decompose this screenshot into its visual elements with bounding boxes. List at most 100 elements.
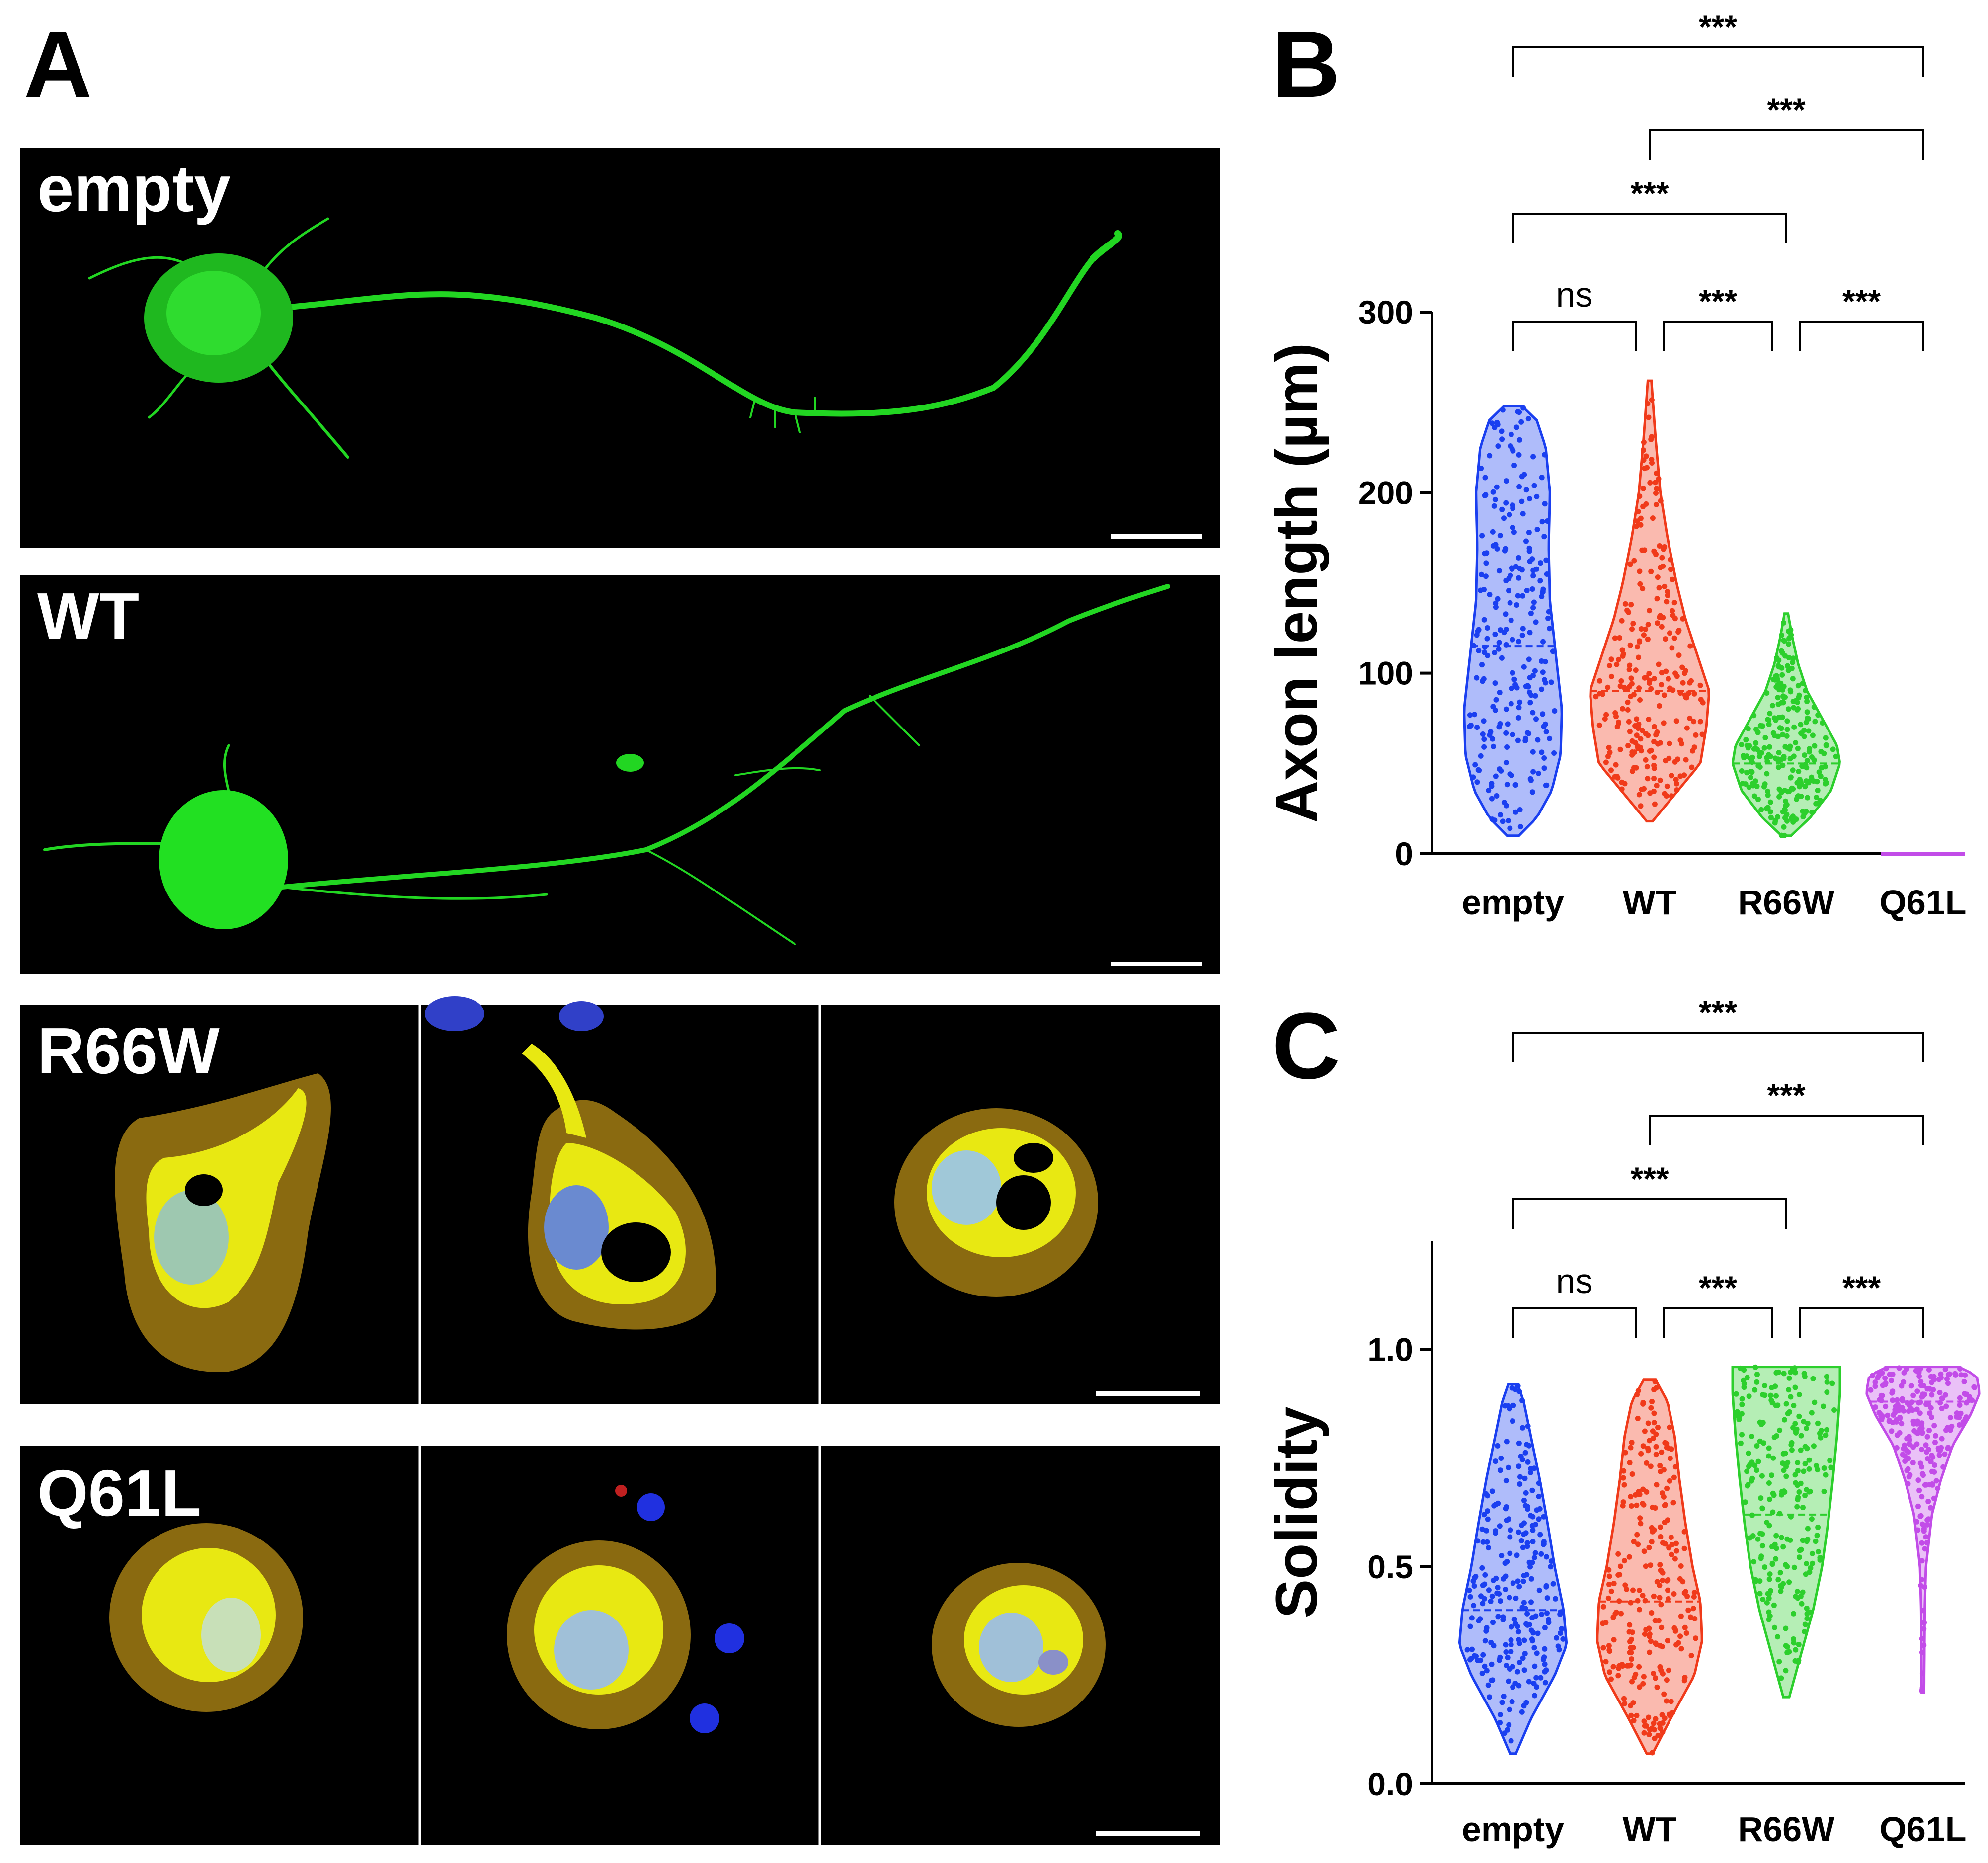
data-point [1634, 518, 1640, 524]
data-point [1492, 631, 1498, 637]
data-point [1557, 1611, 1563, 1617]
data-point [1490, 704, 1496, 710]
data-point [1665, 1638, 1670, 1644]
data-point [1510, 502, 1515, 508]
data-point [1833, 753, 1839, 759]
data-point [1906, 1449, 1911, 1455]
data-point [1693, 1635, 1699, 1641]
data-point [1654, 596, 1660, 602]
data-point [1523, 1530, 1529, 1536]
data-point [1790, 767, 1796, 773]
data-point [1524, 730, 1530, 736]
data-point [1795, 745, 1801, 751]
data-point [1894, 1445, 1900, 1451]
data-point [1617, 683, 1623, 689]
data-point [1687, 1614, 1693, 1620]
data-point [1620, 706, 1625, 712]
data-point [1700, 700, 1706, 706]
data-point [1770, 1509, 1776, 1515]
data-point [1636, 1489, 1642, 1494]
data-point [1754, 1443, 1760, 1449]
data-point [1793, 740, 1799, 746]
data-point [1509, 565, 1514, 571]
data-point [1904, 1366, 1909, 1372]
data-point [1531, 1555, 1537, 1561]
data-point [1805, 1526, 1811, 1532]
data-point [1490, 736, 1496, 742]
y-tick-label: 200 [1358, 474, 1413, 511]
data-point [1766, 722, 1772, 727]
data-point [1503, 1642, 1509, 1648]
data-point [1503, 478, 1509, 484]
data-point [1804, 1606, 1810, 1611]
data-point [1739, 1432, 1745, 1438]
data-point [1815, 1467, 1821, 1473]
significance-label: *** [1699, 283, 1737, 320]
data-point [1818, 749, 1824, 754]
data-point [1510, 731, 1515, 737]
data-point [1603, 1620, 1609, 1625]
data-point [1802, 1492, 1808, 1498]
data-point [1751, 793, 1757, 799]
data-point [1780, 693, 1786, 699]
data-point [1754, 1379, 1760, 1385]
data-point [1527, 496, 1532, 502]
data-point [1622, 1582, 1628, 1588]
data-point [1519, 632, 1525, 638]
data-point [1651, 1435, 1656, 1441]
data-point [1558, 1630, 1563, 1636]
data-point [1545, 615, 1551, 621]
significance-bracket [1649, 129, 1924, 160]
data-point [1481, 617, 1487, 623]
data-point [1547, 626, 1553, 632]
data-point [1485, 1508, 1491, 1514]
data-point [1781, 620, 1786, 626]
data-point [1605, 1595, 1611, 1601]
data-point [1670, 576, 1675, 582]
data-point [1806, 749, 1812, 755]
data-point [1664, 1485, 1670, 1491]
data-point [1519, 1397, 1525, 1403]
data-point [1680, 616, 1686, 622]
data-point [1510, 1418, 1515, 1424]
data-point [1958, 1372, 1964, 1378]
data-point [1637, 493, 1643, 499]
y-tick-label: 100 [1358, 655, 1413, 692]
data-point [1627, 1622, 1633, 1628]
data-point [1937, 1389, 1943, 1395]
data-point [1531, 1681, 1537, 1687]
data-point [1514, 1623, 1520, 1629]
data-point [1921, 1642, 1927, 1648]
data-point [1658, 1602, 1664, 1608]
data-point [1516, 705, 1522, 711]
data-point [1964, 1391, 1970, 1397]
data-point [1498, 1598, 1503, 1604]
data-point [1491, 1503, 1497, 1509]
significance-label: *** [1767, 1077, 1805, 1114]
data-point [1543, 557, 1549, 563]
data-point [1645, 401, 1651, 406]
data-point [1806, 780, 1812, 786]
data-point [1509, 1624, 1514, 1630]
data-point [1481, 1596, 1487, 1602]
data-point [1627, 1460, 1633, 1466]
data-point [1766, 1445, 1772, 1451]
data-point [1550, 648, 1556, 654]
data-point [1670, 1500, 1676, 1506]
data-point [1765, 792, 1771, 798]
data-point [1792, 1421, 1798, 1427]
data-point [1641, 632, 1647, 638]
data-point [1606, 1567, 1612, 1573]
data-point [1651, 1420, 1657, 1426]
y-tick-label: 0.5 [1367, 1548, 1413, 1585]
data-point [1494, 793, 1500, 799]
data-point [1612, 1611, 1618, 1617]
data-point [1657, 703, 1662, 709]
data-point [1600, 1645, 1606, 1651]
data-point [1762, 1383, 1768, 1388]
data-point [1919, 1394, 1925, 1400]
data-point [1629, 1503, 1634, 1509]
data-point [1617, 1563, 1623, 1569]
data-point [1496, 640, 1502, 646]
data-point [1636, 1587, 1642, 1593]
